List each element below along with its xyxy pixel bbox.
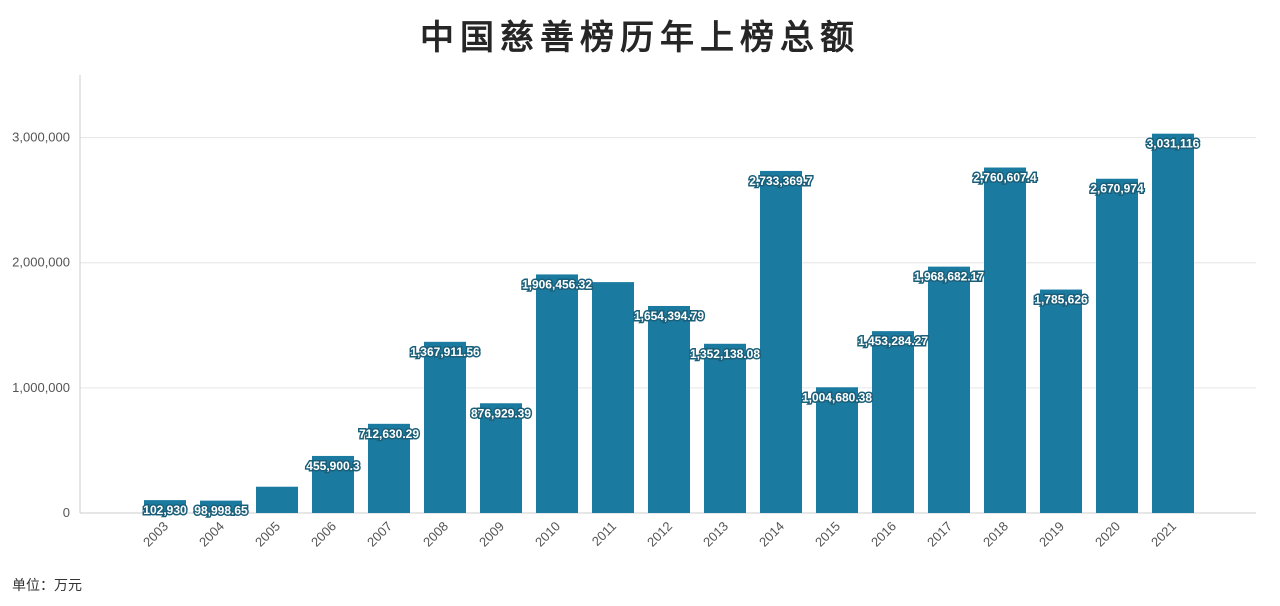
bar-2004 bbox=[200, 500, 242, 513]
bar-2015 bbox=[816, 387, 858, 513]
x-tick-label: 2018 bbox=[980, 519, 1011, 550]
x-tick-label: 2015 bbox=[812, 519, 843, 550]
data-label-2012: 1,654,394.79 bbox=[634, 309, 704, 323]
bar-2012 bbox=[648, 305, 690, 513]
data-label-2003: 102,930 bbox=[143, 503, 187, 517]
bar-2018 bbox=[984, 167, 1026, 513]
data-label-2021: 3,031,116 bbox=[1147, 137, 1200, 151]
bar-2019 bbox=[1040, 289, 1082, 513]
chart-title: 中国慈善榜历年上榜总额 bbox=[420, 18, 860, 58]
x-tick-label: 2014 bbox=[756, 519, 787, 550]
data-label-2019: 1,785,626 bbox=[1034, 293, 1088, 307]
data-label-2006: 455,900.3 bbox=[306, 459, 360, 473]
bar-2021 bbox=[1152, 133, 1194, 513]
data-label-2007: 712,630.29 bbox=[359, 427, 419, 441]
data-label-2016: 1,453,284.27 bbox=[858, 334, 928, 348]
data-label-2009: 876,929.39 bbox=[471, 406, 531, 420]
x-tick-label: 2007 bbox=[364, 519, 395, 550]
data-label-2004: 98,998.65 bbox=[194, 504, 248, 518]
bar-2005 bbox=[256, 486, 298, 513]
x-tick-label: 2004 bbox=[196, 519, 227, 550]
data-label-2015: 1,004,680.38 bbox=[802, 390, 872, 404]
bar-2008 bbox=[424, 341, 466, 513]
x-tick-label: 2011 bbox=[589, 519, 619, 549]
bar-2006 bbox=[312, 455, 354, 513]
x-tick-label: 2021 bbox=[1148, 519, 1179, 550]
x-tick-label: 2013 bbox=[700, 519, 731, 550]
y-tick-label: 3,000,000 bbox=[12, 130, 70, 145]
bar-2011 bbox=[592, 282, 634, 513]
data-label-2010: 1,906,456.32 bbox=[522, 277, 592, 291]
x-tick-label: 2019 bbox=[1036, 519, 1067, 550]
data-label-2008: 1,367,911.56 bbox=[410, 345, 480, 359]
x-tick-label: 2005 bbox=[252, 519, 283, 550]
data-label-2018: 2,760,607.4 bbox=[973, 171, 1037, 185]
x-tick-label: 2008 bbox=[420, 519, 451, 550]
x-tick-label: 2009 bbox=[476, 519, 507, 550]
x-tick-label: 2006 bbox=[308, 519, 339, 550]
data-label-2014: 2,733,369.7 bbox=[749, 174, 813, 188]
bar-2020 bbox=[1096, 178, 1138, 513]
data-label-2013: 1,352,138.08 bbox=[690, 347, 760, 361]
x-tick-label: 2003 bbox=[140, 519, 171, 550]
y-tick-label: 2,000,000 bbox=[12, 255, 70, 270]
bar-2013 bbox=[704, 343, 746, 513]
data-label-2020: 2,670,974 bbox=[1090, 182, 1144, 196]
bar-2014 bbox=[760, 170, 802, 514]
x-tick-label: 2016 bbox=[868, 519, 899, 550]
x-tick-label: 2017 bbox=[924, 519, 955, 550]
bar-2003 bbox=[144, 500, 186, 513]
y-tick-label: 0 bbox=[63, 505, 70, 520]
y-tick-label: 1,000,000 bbox=[12, 380, 70, 395]
bar-2017 bbox=[928, 266, 970, 513]
x-tick-label: 2020 bbox=[1092, 519, 1123, 550]
x-tick-label: 2012 bbox=[644, 519, 675, 550]
bars bbox=[144, 133, 1194, 514]
bar-2009 bbox=[480, 403, 522, 513]
bar-2007 bbox=[368, 423, 410, 513]
bar-2010 bbox=[536, 274, 578, 513]
unit-note: 单位：万元 bbox=[12, 578, 82, 594]
x-tick-label: 2010 bbox=[532, 519, 563, 550]
data-label-2017: 1,968,682.17 bbox=[914, 270, 984, 284]
bar-2016 bbox=[872, 331, 914, 513]
data-labels: 102,930 98,998.65 455,900.3 712,630.29 1,367… bbox=[142, 135, 1201, 519]
